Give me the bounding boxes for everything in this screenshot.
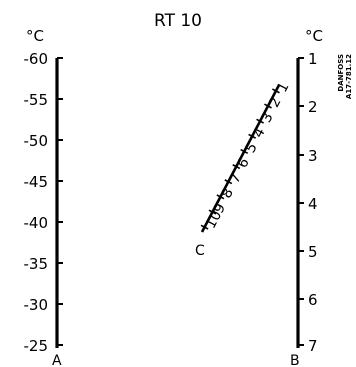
scale-c-tick-label: 6 [235, 155, 253, 170]
axis-b-unit: °C [305, 27, 323, 45]
axis-b-tick-label: 2 [308, 98, 318, 116]
axis-b-tick-label: 7 [308, 337, 318, 355]
axis-a-tick-label: -40 [24, 214, 49, 232]
axis-a-tick-label: -55 [24, 91, 49, 109]
scale-c-tick [200, 224, 209, 230]
axis-a-unit: °C [26, 27, 44, 45]
axis-a-tick-label: -45 [24, 173, 49, 191]
scale-c-tick-label: 4 [250, 125, 268, 140]
scale-c-tick [232, 164, 241, 170]
diagram-title: RT 10 [154, 11, 202, 31]
axis-b-tick-label: 5 [308, 243, 318, 261]
axis-b-tick-label: 4 [308, 195, 318, 213]
axis-a-tick-label: -35 [24, 255, 49, 273]
axis-a-name: A [52, 353, 62, 367]
scale-c-tick-label: 3 [258, 110, 276, 125]
axis-b-ticks: 1 2 3 4 5 6 7 [298, 50, 318, 355]
scale-c-tick [240, 148, 249, 155]
axis-b-tick-label: 1 [308, 50, 318, 68]
axis-a-tick-label: -30 [24, 296, 49, 314]
scale-c-tick-label: 2 [266, 95, 284, 110]
scale-c-tick-label: 8 [219, 186, 237, 201]
scale-c-tick-label: 1 [274, 80, 292, 95]
axis-b-tick-label: 6 [308, 291, 318, 309]
scale-c-tick [208, 209, 217, 215]
scale-c-tick-label: 7 [227, 171, 245, 186]
scale-c-tick [256, 118, 264, 124]
brand-name: DANFOSS [337, 54, 345, 92]
scale-c-tick [224, 179, 233, 185]
scale-c-tick-label: 10 [203, 208, 225, 231]
axis-a-ticks: -60 -55 -50 -45 -40 -35 -30 -25 [24, 50, 63, 355]
axis-a-tick-label: -50 [24, 132, 49, 150]
scale-c-tick [272, 88, 280, 94]
axis-b-tick-label: 3 [308, 147, 318, 165]
brand-code: A17-781.12 [345, 54, 353, 99]
scale-c-tick [264, 103, 272, 109]
scale-c-tick [216, 194, 225, 200]
scale-c-tick-label: 5 [242, 140, 260, 155]
axis-a-tick-label: -60 [24, 50, 49, 68]
scale-c-name: C [195, 243, 205, 259]
axis-b-name: B [290, 353, 300, 367]
brand-mark: DANFOSS A17-781.12 [337, 54, 353, 99]
scale-c-tick [248, 133, 257, 139]
scale-c-line [200, 84, 281, 233]
axis-a-tick-label: -25 [24, 337, 49, 355]
